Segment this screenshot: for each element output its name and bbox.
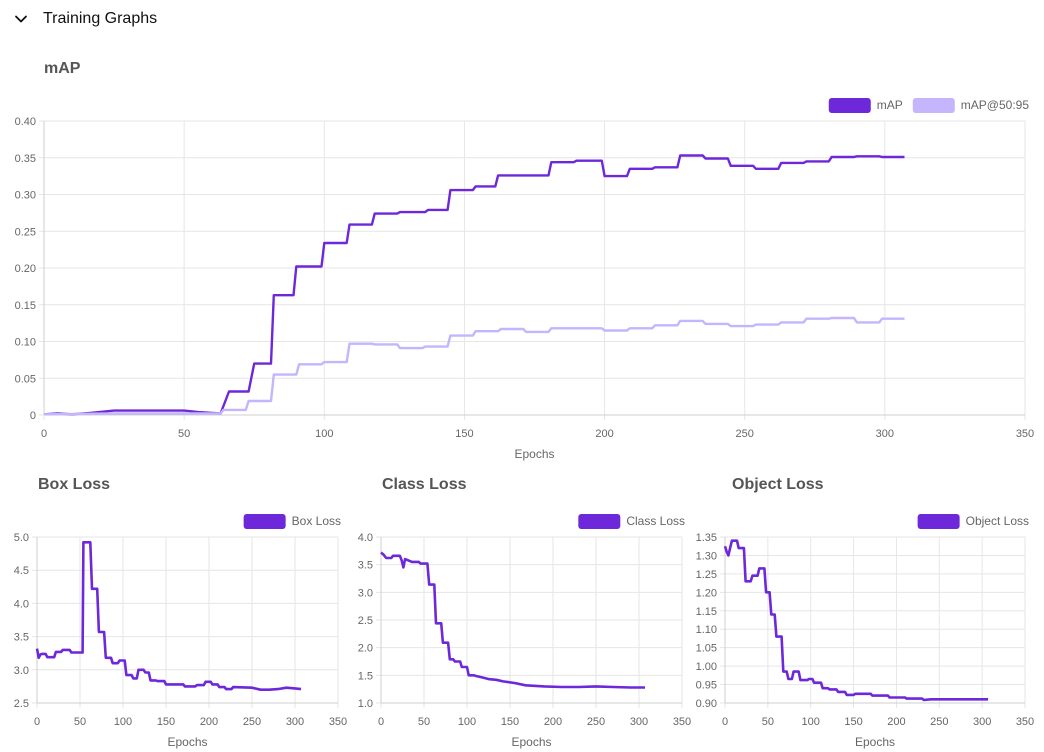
x-tick-label: 150 [501,716,519,728]
y-tick-label: 3.5 [358,560,373,572]
y-tick-label: 2.0 [358,643,373,655]
legend-swatch[interactable] [243,514,286,529]
section-title: Training Graphs [43,10,158,27]
x-tick-label: 50 [74,716,86,728]
legend-swatch[interactable] [912,98,955,113]
y-tick-label: 0.95 [696,680,717,692]
x-tick-label: 250 [587,716,605,728]
map-chart: 0 50 100 150 200 250 300 350 0 0.05 0.10 0.15 0.20 0.… [15,98,1034,461]
x-tick-label: 50 [178,428,190,440]
legend-swatch[interactable] [578,514,621,529]
x-tick-label: 350 [329,716,347,728]
x-axis-label: Epochs [514,447,554,461]
x-tick-label: 100 [315,428,333,440]
series-line [723,539,989,702]
x-axis-label: Epochs [855,735,895,749]
y-tick-label: 0.20 [15,263,36,275]
y-tick-label: 4.0 [358,532,373,544]
series-line [43,154,905,416]
x-tick-label: 250 [736,428,754,440]
legend-label: mAP [877,98,903,112]
x-tick-label: 250 [243,716,261,728]
x-tick-label: 50 [762,716,774,728]
x-tick-label: 100 [458,716,476,728]
y-tick-label: 1.35 [696,532,717,544]
x-tick-label: 0 [41,428,47,440]
x-tick-label: 200 [200,716,218,728]
y-tick-label: 3.0 [358,587,373,599]
x-tick-label: 0 [378,716,384,728]
y-tick-label: 1.25 [696,569,717,581]
legend-label: Object Loss [966,514,1029,528]
x-tick-label: 300 [876,428,894,440]
x-tick-label: 0 [722,716,728,728]
x-tick-label: 350 [1016,428,1034,440]
y-tick-label: 0.05 [15,373,36,385]
x-tick-label: 250 [930,716,948,728]
y-tick-label: 0.90 [696,698,717,710]
series-line [380,551,645,689]
x-tick-label: 150 [157,716,175,728]
x-tick-label: 50 [418,716,430,728]
x-axis-label: Epochs [511,735,551,749]
y-tick-label: 0.15 [15,300,36,312]
y-tick-label: 1.0 [358,698,373,710]
y-tick-label: 2.5 [358,615,373,627]
x-tick-label: 100 [114,716,132,728]
x-tick-label: 300 [973,716,991,728]
y-tick-label: 0.10 [15,337,36,349]
legend-swatch[interactable] [917,514,960,529]
legend-swatch[interactable] [828,98,871,113]
y-tick-label: 1.5 [358,670,373,682]
y-tick-label: 1.15 [696,606,717,618]
y-tick-label: 1.00 [696,661,717,673]
series-line [35,541,302,691]
y-tick-label: 0.30 [15,190,36,202]
x-tick-label: 200 [887,716,905,728]
legend-label: mAP@50:95 [961,98,1030,112]
x-tick-label: 300 [630,716,648,728]
x-tick-label: 0 [34,716,40,728]
legend-label: Class Loss [626,514,685,528]
x-tick-label: 200 [544,716,562,728]
x-tick-label: 300 [286,716,304,728]
x-tick-label: 350 [1016,716,1034,728]
chevron-down-icon [15,15,27,23]
object-chart: 0 50 100 150 200 250 300 350 0.90 0.95 1.00 1.05 1.1… [696,514,1034,749]
y-tick-label: 1.30 [696,550,717,562]
training-graphs-toggle[interactable]: Training Graphs [14,8,157,30]
y-tick-label: 0.35 [15,153,36,165]
object-loss-chart-title: Object Loss [732,476,824,493]
box-loss-chart-title: Box Loss [38,476,111,493]
y-tick-label: 2.5 [14,698,29,710]
class-loss-chart-title: Class Loss [382,476,467,493]
x-tick-label: 150 [844,716,862,728]
map-chart-title: mAP [44,60,81,77]
x-tick-label: 200 [595,428,613,440]
x-tick-label: 350 [673,716,691,728]
y-tick-label: 1.20 [696,587,717,599]
y-tick-label: 1.05 [696,643,717,655]
series-line [43,316,905,416]
y-tick-label: 0.25 [15,226,36,238]
y-tick-label: 3.0 [14,665,29,677]
legend-label: Box Loss [292,514,341,528]
y-tick-label: 0 [30,410,36,422]
y-tick-label: 3.5 [14,632,29,644]
class-chart: 0 50 100 150 200 250 300 350 1.0 1.5 2.0 2.5 3.0 3.5 4… [358,514,691,749]
y-tick-label: 4.0 [14,598,29,610]
y-tick-label: 1.10 [696,624,717,636]
y-tick-label: 4.5 [14,565,29,577]
y-tick-label: 5.0 [14,532,29,544]
x-axis-label: Epochs [167,735,207,749]
y-tick-label: 0.40 [15,116,36,128]
x-tick-label: 100 [802,716,820,728]
box-chart: 0 50 100 150 200 250 300 350 2.5 3.0 3.5 4.0 4.5 5.0 E… [14,514,347,749]
x-tick-label: 150 [455,428,473,440]
